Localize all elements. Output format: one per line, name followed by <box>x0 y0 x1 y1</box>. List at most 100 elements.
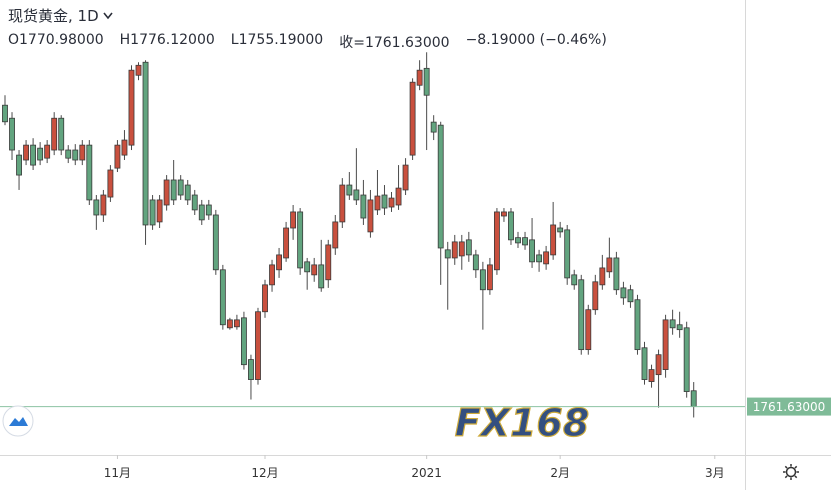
candle-body <box>381 194 388 209</box>
candle-body <box>367 199 374 233</box>
candle-body <box>641 347 648 380</box>
candle-body <box>423 67 430 96</box>
candle-body <box>571 274 578 286</box>
candle-body <box>634 299 641 351</box>
candle-body <box>269 264 275 286</box>
candle-body <box>578 279 585 351</box>
candle-body <box>465 239 472 256</box>
candle-body <box>219 269 226 326</box>
candle-body <box>170 179 177 201</box>
candle-body <box>360 194 367 219</box>
candle-body <box>479 269 486 291</box>
candle-body <box>65 149 72 159</box>
candle-body <box>395 187 402 206</box>
candle-body <box>30 144 37 166</box>
candle-body <box>416 69 423 86</box>
candle-body <box>627 289 634 303</box>
candle-body <box>592 281 599 311</box>
candle-body <box>142 61 149 226</box>
candle-body <box>304 261 311 273</box>
ohlc-item: −8.19000 (−0.46%) <box>465 32 607 48</box>
candle-body <box>318 264 325 289</box>
candle-body <box>522 237 528 246</box>
candle-body <box>44 144 51 159</box>
candle-body <box>191 194 198 211</box>
logo[interactable] <box>2 405 34 437</box>
candle-body <box>690 390 697 407</box>
candle-body <box>79 144 86 161</box>
candle-body <box>107 169 114 198</box>
candle-body <box>332 221 339 249</box>
candle-body <box>86 144 93 201</box>
candle-body <box>248 359 254 380</box>
candle-body <box>93 199 100 216</box>
candle-body <box>437 124 444 249</box>
candle-body <box>16 154 22 176</box>
x-tick-label: 11月 <box>104 466 131 480</box>
candle-body <box>339 184 346 223</box>
candle-body <box>353 189 360 201</box>
candle-body <box>346 184 353 196</box>
candle-body <box>557 227 564 233</box>
candle-body <box>51 117 58 151</box>
candle-body <box>501 211 507 217</box>
candle-body <box>550 224 557 256</box>
gear-spokes[interactable] <box>783 464 799 480</box>
candle-body <box>409 81 416 156</box>
symbol-title[interactable]: 现货黄金, 1D <box>8 7 99 25</box>
settings-button[interactable] <box>783 464 799 480</box>
candle-body <box>276 254 282 271</box>
watermark: FX168 <box>455 401 590 445</box>
candle-body <box>451 241 458 259</box>
candle-body <box>648 369 655 382</box>
candle-body <box>508 211 514 241</box>
logo-shape[interactable] <box>9 417 28 426</box>
candle-body <box>529 239 535 263</box>
candle-body <box>613 257 620 291</box>
candle-body <box>255 311 261 380</box>
candle-body <box>676 324 683 331</box>
candle-body <box>240 317 247 366</box>
candle-body <box>388 197 395 208</box>
candle-body <box>72 149 79 161</box>
candle-body <box>135 64 142 76</box>
candle-body <box>325 244 332 281</box>
candle-body <box>128 69 135 146</box>
candle-body <box>205 204 212 216</box>
candle-body <box>184 184 191 201</box>
candle-body <box>226 319 233 329</box>
candle-body <box>290 211 297 229</box>
gear-ring[interactable] <box>785 466 797 478</box>
candle-body <box>262 284 268 313</box>
header-title-row: 现货黄金, 1D <box>8 5 113 26</box>
candle-body <box>58 117 65 151</box>
x-tick-label: 3月 <box>705 466 725 480</box>
candle-body <box>402 164 409 191</box>
candle-body <box>198 204 205 221</box>
candle-body <box>297 211 304 269</box>
candle-body <box>2 104 8 123</box>
candle-body <box>156 199 163 223</box>
candles <box>2 52 697 418</box>
last-price-label: 1761.63000 <box>753 400 826 414</box>
candle-body <box>662 319 669 370</box>
candle-body <box>536 254 543 263</box>
candle-body <box>543 251 550 265</box>
candle-body <box>669 319 676 329</box>
candle-body <box>493 211 500 271</box>
candle-body <box>163 179 170 206</box>
x-tick-label: 2月 <box>550 466 570 480</box>
ohlc-item: L1755.19000 <box>230 32 324 48</box>
candle-body <box>430 121 437 133</box>
candle-body <box>149 199 156 226</box>
x-tick-label: 2021 <box>411 466 442 480</box>
candle-body <box>655 354 662 376</box>
candle-body <box>233 319 240 328</box>
chevron[interactable] <box>103 12 113 20</box>
candle-body <box>486 264 493 291</box>
candle-body <box>472 254 479 271</box>
candle-body <box>311 264 318 276</box>
candle-body <box>683 327 690 392</box>
